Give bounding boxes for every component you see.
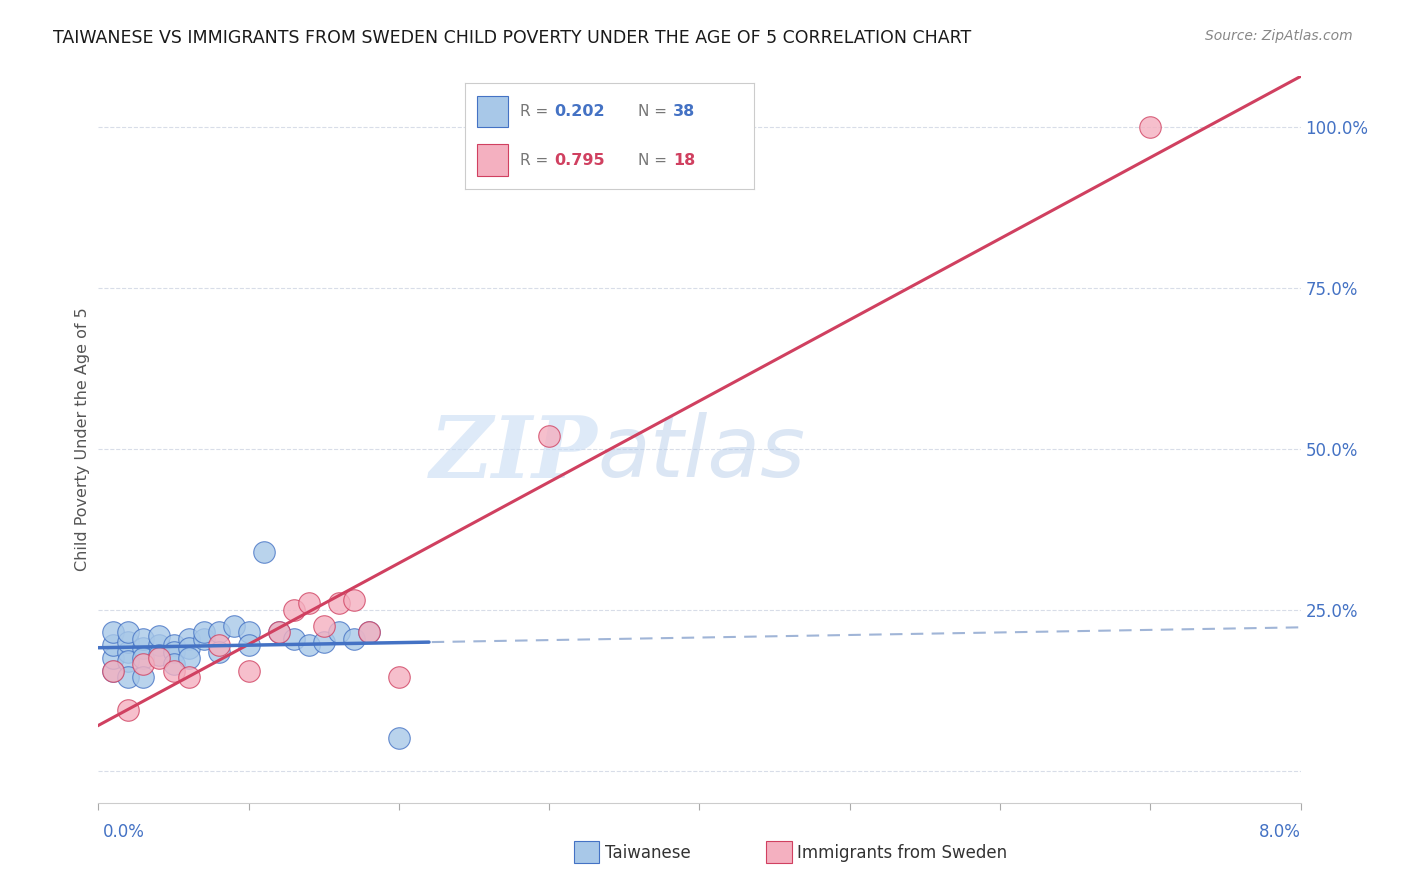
Point: [162, 657, 184, 672]
Point: [132, 651, 155, 665]
Point: [538, 429, 561, 443]
Text: ZIP: ZIP: [429, 412, 598, 496]
Point: [117, 645, 139, 659]
Point: [343, 593, 366, 607]
Point: [177, 641, 200, 656]
Point: [193, 625, 215, 640]
Point: [208, 638, 231, 652]
Point: [117, 625, 139, 640]
Point: [162, 638, 184, 652]
Point: [177, 632, 200, 646]
Point: [162, 664, 184, 678]
Point: [132, 670, 155, 684]
Point: [357, 625, 380, 640]
Text: atlas: atlas: [598, 412, 806, 495]
Point: [148, 628, 170, 642]
Point: [1139, 120, 1161, 135]
Point: [267, 625, 290, 640]
Point: [312, 619, 335, 633]
Point: [103, 664, 125, 678]
Point: [148, 638, 170, 652]
Point: [357, 625, 380, 640]
Point: [312, 635, 335, 649]
Point: [162, 645, 184, 659]
Point: [267, 625, 290, 640]
Bar: [766, 841, 792, 863]
Text: 0.0%: 0.0%: [103, 822, 145, 840]
Point: [132, 641, 155, 656]
Point: [177, 651, 200, 665]
Point: [238, 638, 260, 652]
Point: [208, 645, 231, 659]
Text: Taiwanese: Taiwanese: [605, 844, 690, 862]
Point: [298, 638, 321, 652]
Point: [148, 648, 170, 662]
Point: [222, 619, 245, 633]
Point: [328, 625, 350, 640]
Point: [117, 670, 139, 684]
Point: [103, 664, 125, 678]
Point: [343, 632, 366, 646]
Point: [238, 664, 260, 678]
Point: [298, 596, 321, 610]
Point: [148, 651, 170, 665]
Bar: [574, 841, 599, 863]
Point: [208, 625, 231, 640]
Point: [283, 632, 305, 646]
Point: [253, 545, 276, 559]
Point: [132, 632, 155, 646]
Point: [238, 625, 260, 640]
Y-axis label: Child Poverty Under the Age of 5: Child Poverty Under the Age of 5: [75, 308, 90, 571]
Point: [283, 603, 305, 617]
Point: [103, 638, 125, 652]
Point: [328, 596, 350, 610]
Point: [103, 651, 125, 665]
Point: [132, 657, 155, 672]
Text: TAIWANESE VS IMMIGRANTS FROM SWEDEN CHILD POVERTY UNDER THE AGE OF 5 CORRELATION: TAIWANESE VS IMMIGRANTS FROM SWEDEN CHIL…: [53, 29, 972, 46]
Point: [117, 654, 139, 668]
Point: [117, 635, 139, 649]
Text: 8.0%: 8.0%: [1258, 822, 1301, 840]
Point: [177, 670, 200, 684]
Point: [103, 625, 125, 640]
Point: [388, 731, 411, 746]
Point: [193, 632, 215, 646]
Point: [117, 702, 139, 716]
Text: Source: ZipAtlas.com: Source: ZipAtlas.com: [1205, 29, 1353, 43]
Text: Immigrants from Sweden: Immigrants from Sweden: [797, 844, 1007, 862]
Point: [388, 670, 411, 684]
